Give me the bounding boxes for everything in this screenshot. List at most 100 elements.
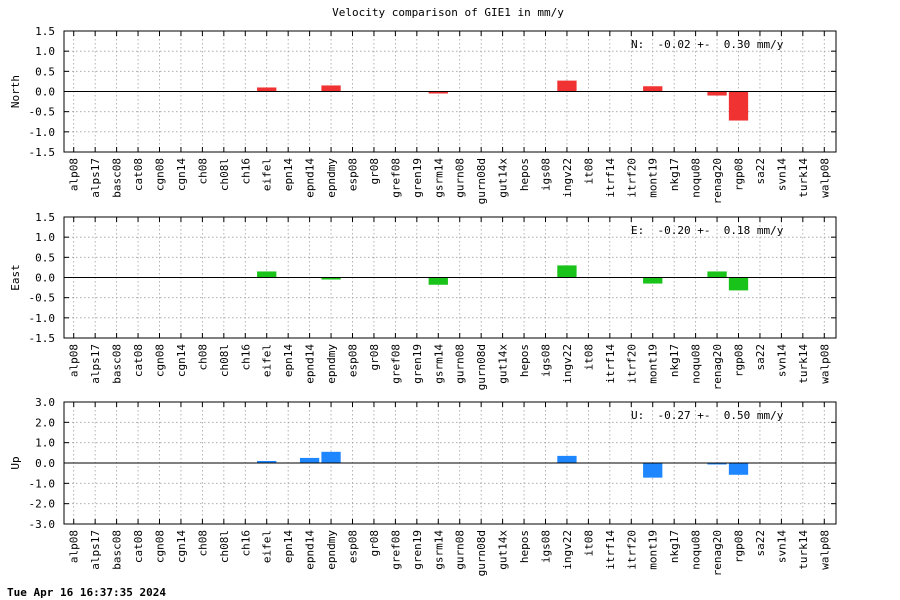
east-xtick-label-igs08: igs08: [540, 344, 553, 377]
up-xtick-label-alp08: alp08: [68, 530, 81, 563]
up-xtick-label-rgp08: rgp08: [733, 530, 746, 563]
up-xtick-label-epnd14: epnd14: [304, 530, 317, 570]
north-ytick-label: 1.5: [35, 25, 55, 38]
east-ytick-label: 0.0: [35, 272, 55, 285]
east-xtick-label-alp08: alp08: [68, 344, 81, 377]
east-bar-renag20: [707, 271, 727, 278]
east-xtick-label-turk14: turk14: [797, 344, 810, 384]
up-stat-annotation: U: -0.27 +- 0.50 mm/y: [631, 409, 784, 422]
east-xtick-label-nkg17: nkg17: [668, 344, 681, 377]
north-xtick-label-mont19: mont19: [647, 158, 660, 198]
north-xtick-label-ch08: ch08: [196, 158, 209, 185]
up-ytick-label: 2.0: [35, 416, 55, 429]
north-xtick-label-gsrm14: gsrm14: [432, 158, 445, 198]
east-xtick-label-gren19: gren19: [411, 344, 424, 384]
north-xtick-label-epnd14: epnd14: [304, 158, 317, 198]
up-bar-ingv22: [557, 455, 577, 463]
north-xtick-label-rgp08: rgp08: [733, 158, 746, 191]
north-xtick-label-gut14x: gut14x: [497, 158, 510, 198]
east-xtick-label-walp08: walp08: [818, 344, 831, 384]
up-xtick-label-ch16: ch16: [239, 530, 252, 557]
east-xtick-label-ch08l: ch08l: [218, 344, 231, 377]
north-xtick-label-svn14: svn14: [775, 158, 788, 191]
north-bar-gsrm14: [428, 91, 448, 94]
up-ytick-label: 3.0: [35, 396, 55, 409]
up-xtick-label-svn14: svn14: [775, 530, 788, 563]
north-xtick-label-epn14: epn14: [282, 158, 295, 191]
east-ytick-label: -1.0: [29, 312, 56, 325]
up-ytick-label: 0.0: [35, 457, 55, 470]
up-ytick-label: -3.0: [29, 518, 56, 531]
up-ytick-label: -1.0: [29, 477, 56, 490]
chart-title: Velocity comparison of GIE1 in mm/y: [332, 6, 564, 19]
east-ytick-label: 0.5: [35, 251, 55, 264]
east-bar-epndmy: [321, 277, 341, 280]
up-bar-mont19: [643, 463, 663, 478]
up-xtick-label-noqu08: noqu08: [690, 530, 703, 570]
east-xtick-label-cat08: cat08: [132, 344, 145, 377]
east-xtick-label-alps17: alps17: [89, 344, 102, 384]
north-xtick-label-igs08: igs08: [540, 158, 553, 191]
east-bar-rgp08: [728, 277, 749, 291]
up-xtick-label-renag20: renag20: [711, 530, 724, 576]
east-xtick-label-gsrm14: gsrm14: [432, 344, 445, 384]
north-ytick-label: 0.5: [35, 65, 55, 78]
north-xtick-label-gren19: gren19: [411, 158, 424, 198]
east-xtick-label-ingv22: ingv22: [561, 344, 574, 384]
east-xtick-label-basc08: basc08: [111, 344, 124, 384]
east-xtick-label-rgp08: rgp08: [733, 344, 746, 377]
north-ytick-label: 1.0: [35, 45, 55, 58]
north-xtick-label-it08: it08: [582, 158, 595, 185]
north-xtick-label-epndmy: epndmy: [325, 158, 338, 198]
north-xtick-label-ch08l: ch08l: [218, 158, 231, 191]
north-xtick-label-eifel: eifel: [261, 158, 274, 191]
footer-timestamp: Tue Apr 16 16:37:35 2024: [7, 586, 166, 599]
north-axis-label: North: [9, 75, 22, 108]
up-xtick-label-basc08: basc08: [111, 530, 124, 570]
north-xtick-label-noqu08: noqu08: [690, 158, 703, 198]
north-xtick-label-turk14: turk14: [797, 158, 810, 198]
east-xtick-label-it08: it08: [582, 344, 595, 371]
north-xtick-label-hepos: hepos: [518, 158, 531, 191]
east-xtick-label-epndmy: epndmy: [325, 344, 338, 384]
up-xtick-label-epndmy: epndmy: [325, 530, 338, 570]
up-xtick-label-gut14x: gut14x: [497, 530, 510, 570]
up-xtick-label-turk14: turk14: [797, 530, 810, 570]
up-axis-label: Up: [9, 456, 22, 469]
up-xtick-label-cgn08: cgn08: [154, 530, 167, 563]
north-bar-ingv22: [557, 80, 577, 92]
up-xtick-label-cat08: cat08: [132, 530, 145, 563]
up-xtick-label-itrf14: itrf14: [604, 530, 617, 570]
east-xtick-label-cgn08: cgn08: [154, 344, 167, 377]
east-xtick-label-hepos: hepos: [518, 344, 531, 377]
east-bar-gsrm14: [428, 277, 448, 285]
east-ytick-label: -0.5: [29, 292, 56, 305]
north-stat-annotation: N: -0.02 +- 0.30 mm/y: [631, 38, 784, 51]
up-bar-epnd14: [299, 457, 320, 463]
up-xtick-label-gref08: gref08: [389, 530, 402, 570]
north-xtick-label-ch16: ch16: [239, 158, 252, 185]
north-xtick-label-nkg17: nkg17: [668, 158, 681, 191]
up-xtick-label-igs08: igs08: [540, 530, 553, 563]
north-ytick-label: 0.0: [35, 86, 55, 99]
north-ytick-label: -1.5: [29, 146, 56, 159]
north-xtick-label-gr08: gr08: [368, 158, 381, 185]
east-xtick-label-gurn08d: gurn08d: [475, 344, 488, 390]
up-xtick-label-mont19: mont19: [647, 530, 660, 570]
north-xtick-label-itrf20: itrf20: [625, 158, 638, 198]
up-ytick-label: 1.0: [35, 437, 55, 450]
up-xtick-label-esp08: esp08: [347, 530, 360, 563]
north-xtick-label-gurn08: gurn08: [454, 158, 467, 198]
north-bar-epndmy: [321, 85, 341, 92]
up-xtick-label-gren19: gren19: [411, 530, 424, 570]
east-bar-mont19: [643, 277, 663, 284]
east-axis-label: East: [9, 264, 22, 291]
east-ytick-label: 1.0: [35, 231, 55, 244]
east-xtick-label-svn14: svn14: [775, 344, 788, 377]
east-stat-annotation: E: -0.20 +- 0.18 mm/y: [631, 224, 784, 237]
up-xtick-label-cgn14: cgn14: [175, 530, 188, 563]
north-bar-rgp08: [728, 91, 749, 121]
east-xtick-label-gut14x: gut14x: [497, 344, 510, 384]
up-xtick-label-epn14: epn14: [282, 530, 295, 563]
